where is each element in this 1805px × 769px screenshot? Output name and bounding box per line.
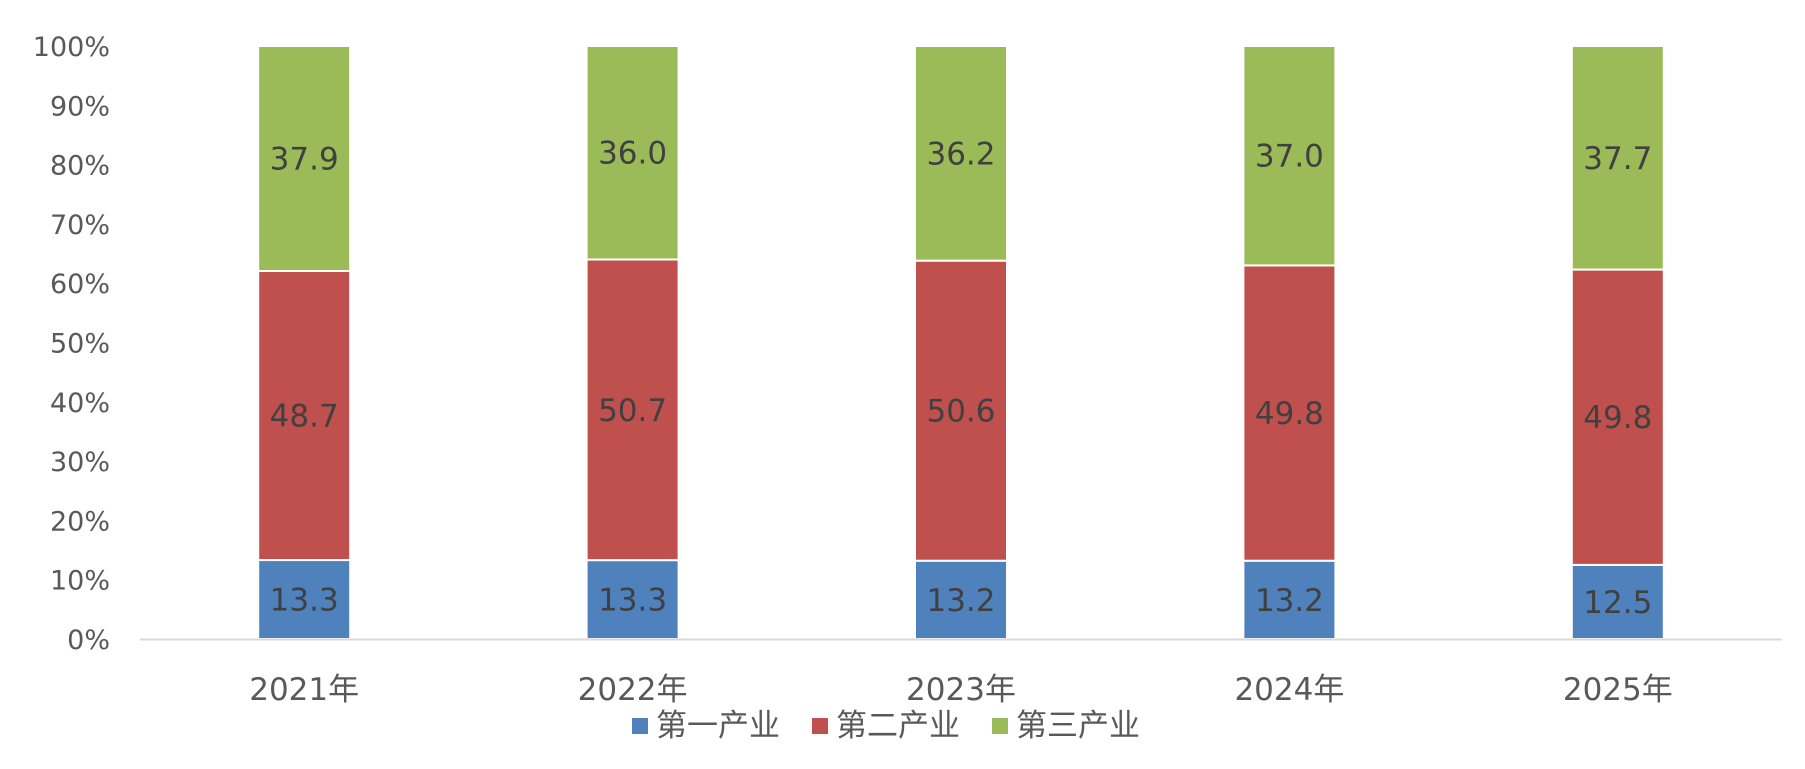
data-label: 49.8 — [1255, 396, 1324, 432]
legend-label: 第三产业 — [1016, 708, 1140, 744]
bar-segment — [585, 258, 680, 562]
y-tick-label: 0% — [67, 625, 110, 656]
y-axis-ticks: 0% 10% 20% 30% 40% 50% 60% 70% 80% 90% 100% — [33, 32, 110, 656]
y-tick-label: 90% — [50, 91, 110, 122]
legend: 第一产业 第二产业 第三产业 — [632, 708, 1140, 744]
data-label: 37.0 — [1255, 139, 1324, 175]
bar-segment — [1242, 264, 1337, 562]
data-label: 13.2 — [1255, 583, 1324, 619]
y-tick-label: 50% — [50, 329, 110, 360]
x-tick-label: 2021年 — [249, 672, 359, 708]
bar-segment — [1242, 559, 1337, 640]
x-tick-label: 2025年 — [1563, 672, 1673, 708]
y-tick-label: 30% — [50, 447, 110, 478]
y-tick-label: 60% — [50, 269, 110, 300]
data-label: 36.2 — [926, 136, 995, 172]
y-tick-label: 100% — [33, 32, 110, 63]
bars-group — [257, 45, 1665, 641]
legend-swatch — [632, 718, 648, 734]
y-tick-label: 70% — [50, 210, 110, 241]
bar-segment — [585, 45, 680, 261]
data-label: 50.7 — [598, 393, 667, 429]
data-labels-group: 13.3 48.7 37.9 13.3 50.7 36.0 13.2 50.6 36.2 13.2… — [270, 136, 1653, 621]
bar-segment — [257, 45, 352, 272]
legend-label: 第一产业 — [656, 708, 780, 744]
bar-segment — [1242, 45, 1337, 267]
data-label: 13.3 — [270, 583, 339, 619]
x-tick-label: 2024年 — [1234, 672, 1344, 708]
x-axis-categories: 2021年 2022年 2023年 2024年 2025年 — [249, 672, 1673, 708]
bar-segment — [914, 259, 1008, 562]
data-label: 49.8 — [1583, 400, 1652, 436]
data-label: 48.7 — [270, 399, 339, 435]
data-label: 13.3 — [598, 583, 667, 619]
bar-segment — [585, 559, 680, 640]
data-label: 13.2 — [926, 583, 995, 619]
bar-segment — [257, 269, 352, 562]
x-tick-label: 2022年 — [578, 672, 688, 708]
y-tick-label: 20% — [50, 506, 110, 537]
legend-swatch — [992, 718, 1008, 734]
data-label: 12.5 — [1583, 585, 1652, 621]
y-tick-label: 80% — [50, 151, 110, 182]
x-tick-label: 2023年 — [906, 672, 1016, 708]
y-tick-label: 10% — [50, 566, 110, 597]
legend-swatch — [812, 718, 828, 734]
bar-segment — [1570, 45, 1665, 271]
data-label: 37.7 — [1583, 141, 1652, 177]
data-label: 50.6 — [926, 394, 995, 430]
y-tick-label: 40% — [50, 388, 110, 419]
bar-segment — [914, 45, 1008, 262]
bar-segment — [257, 559, 352, 641]
data-label: 36.0 — [598, 136, 667, 172]
legend-label: 第二产业 — [836, 708, 960, 744]
data-label: 37.9 — [270, 141, 339, 177]
